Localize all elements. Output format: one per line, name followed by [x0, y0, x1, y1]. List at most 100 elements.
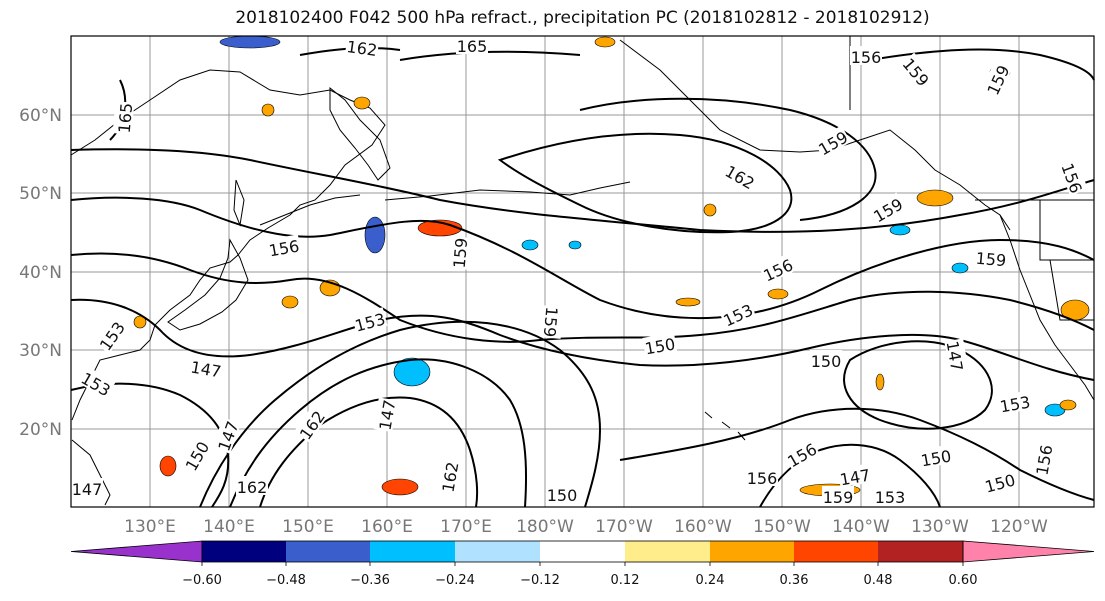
latitude-tick-label: 30°N: [19, 341, 62, 361]
aleutian-islands: [384, 181, 631, 201]
colorbar-segment: [370, 541, 455, 562]
svg-text:150: 150: [547, 486, 578, 505]
longitude-tick-label: 160°W: [674, 517, 732, 537]
longitude-tick-label: 180°W: [516, 517, 574, 537]
precip-patch-pos: [159, 455, 177, 477]
contour-line: [229, 358, 528, 508]
colorbar-outline: [201, 540, 964, 563]
longitude-tick-label: 150°W: [753, 517, 811, 537]
contour-line: [259, 396, 479, 508]
precip-patch-neg: [889, 224, 911, 236]
kuril-islands: [259, 194, 361, 226]
refractivity-contours: [70, 46, 1095, 508]
svg-text:165: 165: [115, 102, 137, 134]
colorbar-tick-label: −0.24: [435, 573, 475, 588]
contour-label: 156: [850, 46, 882, 67]
colorbar-tick-label: −0.60: [182, 573, 222, 588]
latitude-labels: 60°N 50°N 40°N 30°N 20°N: [19, 106, 62, 440]
svg-text:159: 159: [450, 237, 472, 269]
svg-text:156: 156: [747, 469, 778, 488]
precip-patch-pos: [281, 295, 299, 309]
contour-line: [70, 382, 230, 508]
precipitation-patches: [133, 35, 1090, 497]
map-frame: [70, 35, 1095, 508]
svg-text:159: 159: [975, 249, 1007, 271]
contour-line: [70, 252, 1095, 343]
longitude-tick-label: 130°W: [911, 517, 969, 537]
contour-label: 147: [373, 397, 400, 433]
precip-patch-neg: [951, 262, 969, 274]
svg-text:153: 153: [875, 488, 906, 507]
contour-label: 159: [822, 486, 854, 507]
longitude-tick-label: 150°E: [282, 517, 334, 537]
colorbar: −0.60 −0.48 −0.36 −0.24 −0.12 0.12 0.24 0.36 0.4…: [70, 540, 1095, 588]
precip-patch-pos: [703, 203, 717, 217]
contour-label: 147: [942, 338, 969, 374]
contour-label: 150: [546, 484, 578, 505]
precip-patch-pos: [133, 315, 147, 329]
colorbar-segment: [794, 541, 878, 562]
contour-line: [843, 340, 993, 430]
svg-text:159: 159: [540, 306, 562, 338]
precip-patch-pos: [353, 96, 371, 110]
north-america-west-coast: [999, 214, 1095, 401]
colorbar-tick-label: 0.24: [696, 573, 725, 588]
contour-line: [70, 196, 1095, 320]
longitude-tick-label: 140°E: [203, 517, 255, 537]
colorbar-extend-low: [70, 540, 203, 563]
longitude-tick-label: 130°E: [124, 517, 176, 537]
svg-text:162: 162: [345, 37, 378, 60]
precip-patch-pos: [417, 219, 463, 237]
alaska-coastline: [619, 39, 1011, 231]
contour-label: 156: [746, 467, 778, 488]
precip-patch-pos: [875, 373, 885, 391]
latitude-tick-label: 60°N: [19, 106, 62, 126]
colorbar-segment: [286, 541, 370, 562]
contour-label: 165: [112, 101, 137, 135]
longitude-tick-label: 170°E: [440, 517, 492, 537]
precip-patch-pos: [1059, 399, 1077, 411]
svg-text:162: 162: [237, 478, 268, 497]
contour-label: 159: [447, 236, 472, 270]
contour-line: [70, 298, 1095, 381]
longitude-tick-label: 160°E: [361, 517, 413, 537]
colorbar-tick-label: 0.60: [949, 573, 978, 588]
colorbar-tick-label: 0.12: [611, 573, 640, 588]
precip-patch-neg: [393, 357, 431, 387]
svg-text:150: 150: [811, 352, 842, 371]
latitude-tick-label: 40°N: [19, 263, 62, 283]
contour-label: 147: [188, 355, 224, 382]
colorbar-tick-label: 0.36: [780, 573, 809, 588]
colorbar-tick-label: −0.48: [266, 573, 306, 588]
precip-patch-pos: [916, 189, 954, 207]
contour-line: [869, 48, 1095, 81]
contour-label: 162: [345, 34, 380, 60]
colorbar-segment: [455, 541, 540, 562]
asia-coastline: [70, 69, 386, 421]
precip-patch-pos: [594, 36, 616, 48]
kamchatka-coastline: [329, 86, 391, 181]
precip-patch-pos: [675, 297, 701, 307]
colorbar-segment: [625, 541, 710, 562]
precip-patch-neg: [521, 239, 539, 251]
contour-label: 162: [236, 476, 268, 497]
latitude-tick-label: 20°N: [19, 420, 62, 440]
latitude-tick-label: 50°N: [19, 184, 62, 204]
svg-text:147: 147: [72, 480, 103, 499]
contour-label: 165: [456, 35, 488, 56]
contour-label: 156: [782, 437, 820, 471]
colorbar-segment: [878, 541, 963, 562]
contour-label: 159: [540, 305, 564, 339]
svg-text:159: 159: [823, 488, 854, 507]
map-title: 2018102400 F042 500 hPa refract., precip…: [235, 8, 930, 28]
contour-label: 150: [918, 444, 954, 471]
svg-text:156: 156: [851, 48, 882, 67]
contour-line: [759, 443, 941, 508]
colorbar-extend-high: [962, 540, 1095, 563]
contour-label: 153: [997, 390, 1033, 417]
contour-line: [497, 132, 793, 234]
contour-label: 147: [837, 463, 873, 490]
precip-patch-neg: [364, 216, 386, 254]
longitude-tick-label: 170°W: [595, 517, 653, 537]
